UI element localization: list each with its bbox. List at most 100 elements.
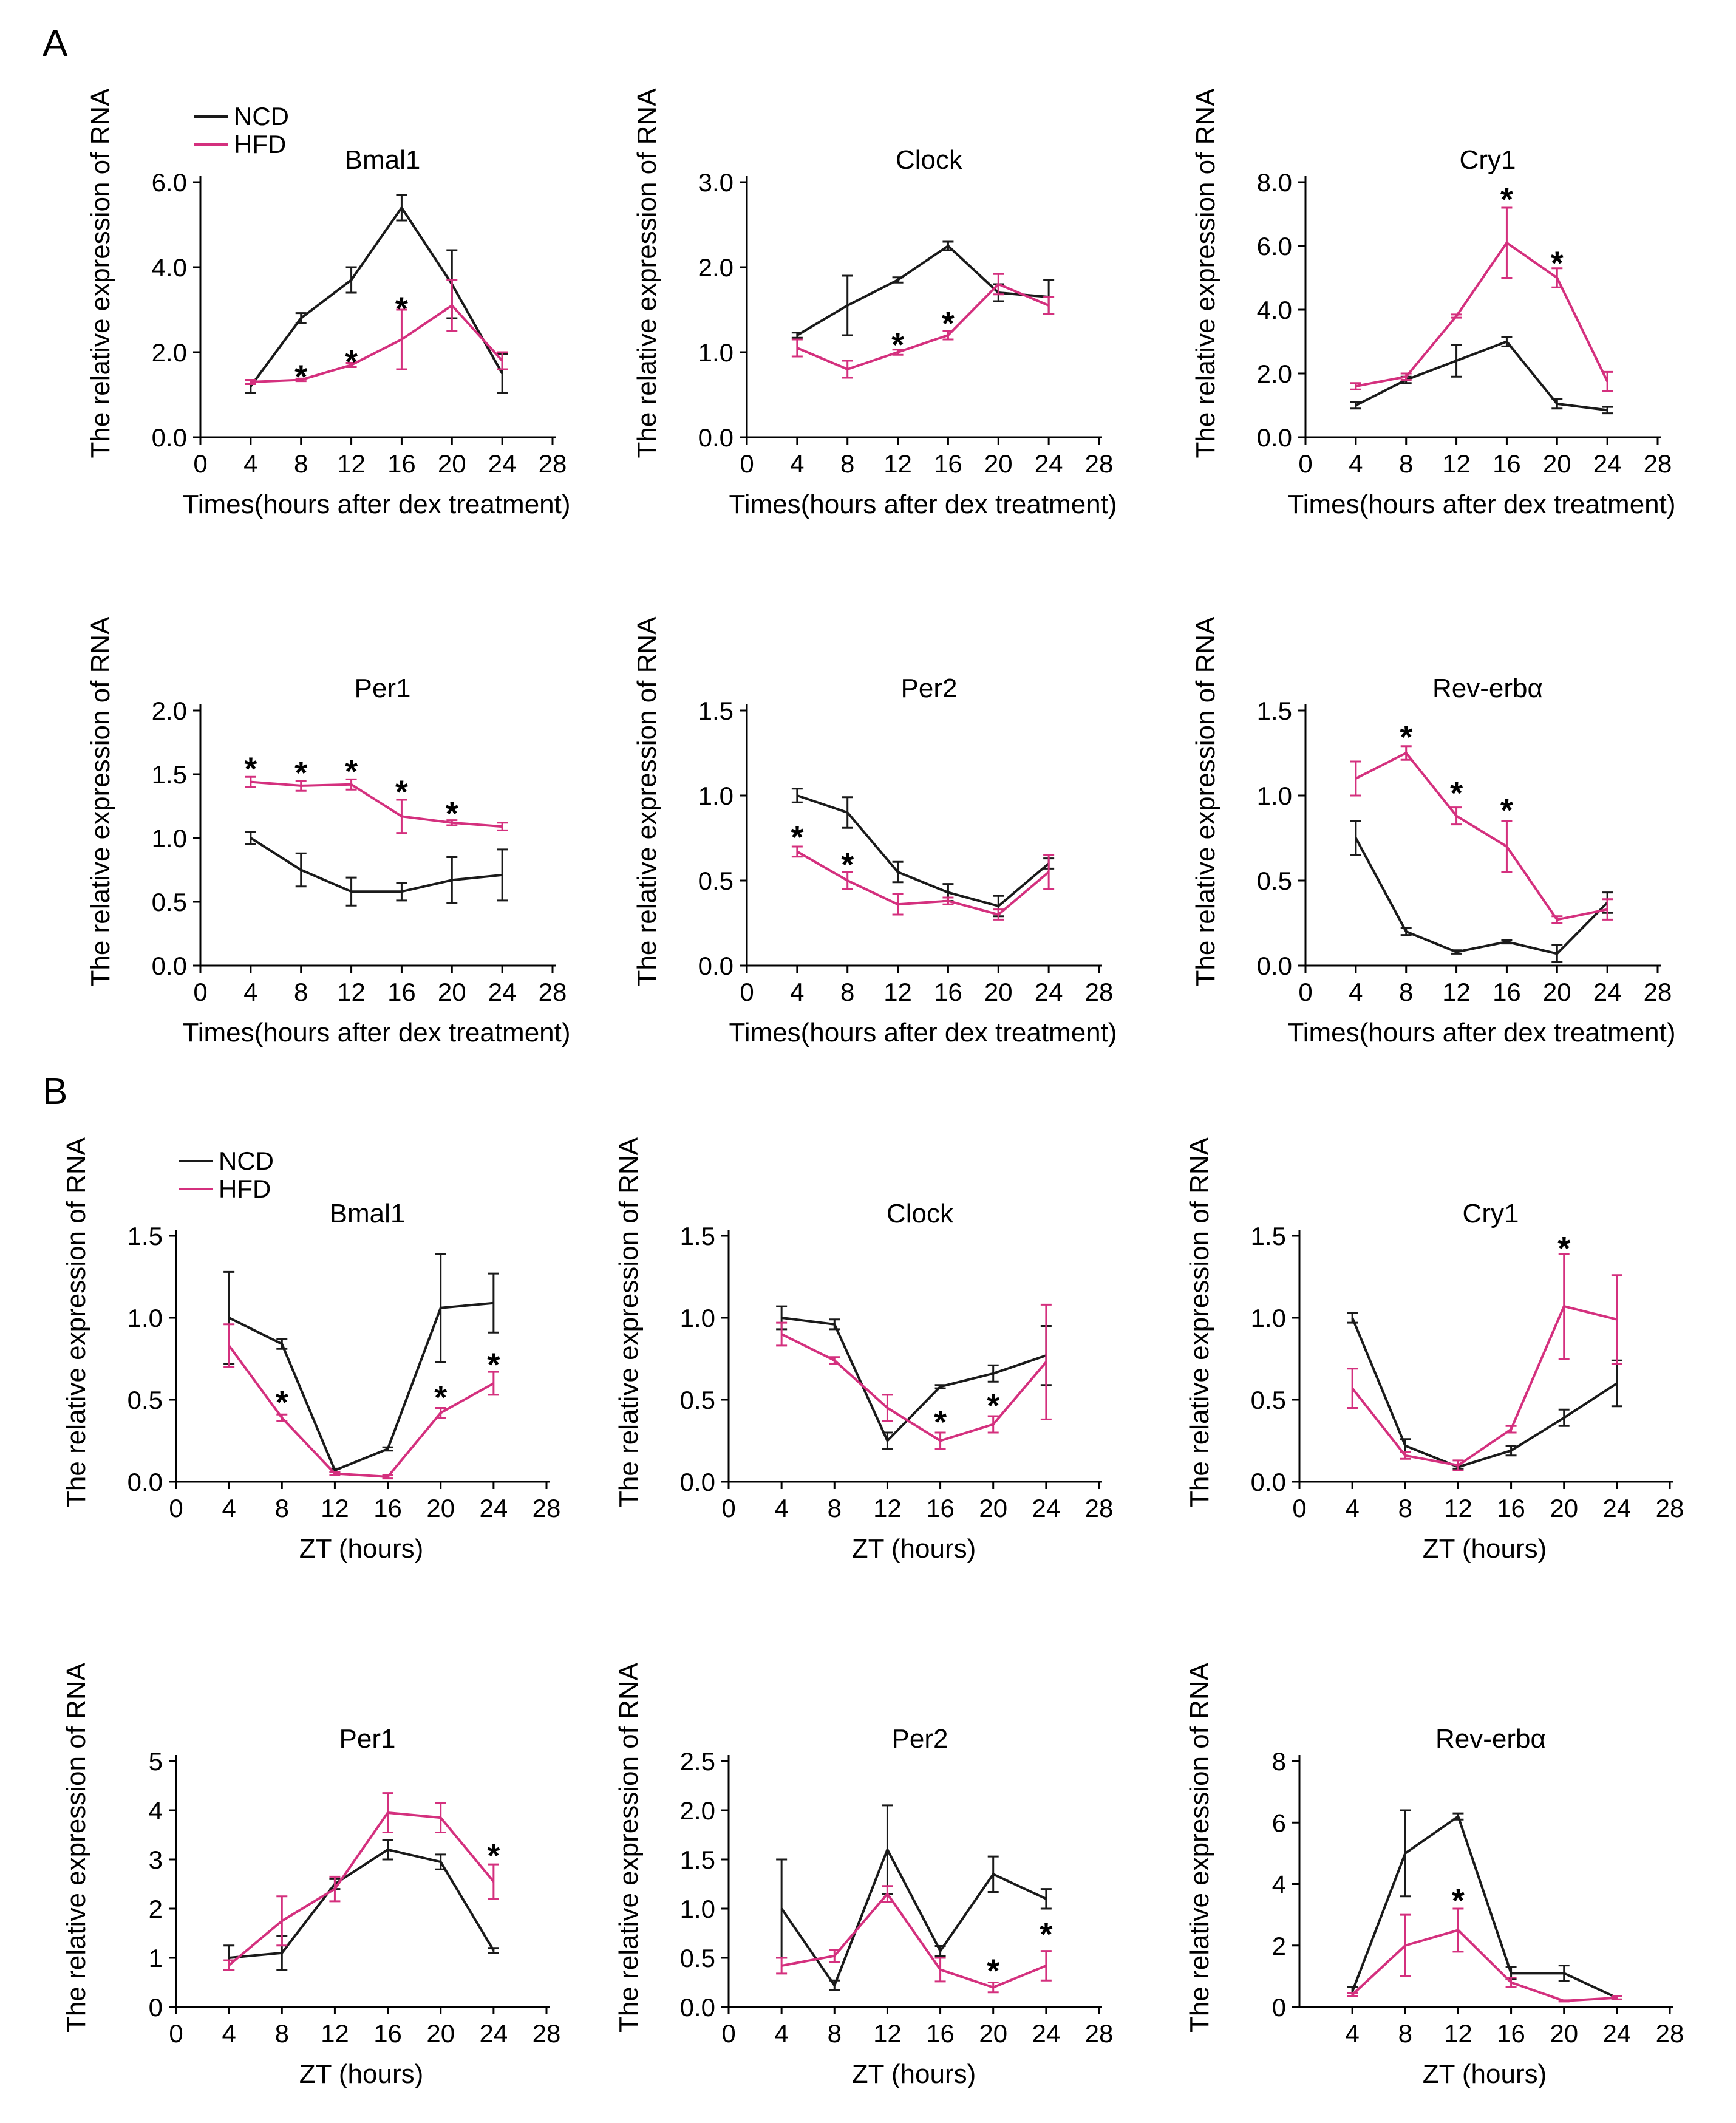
data-point-hfd <box>791 845 803 858</box>
x-tick-label: 12 <box>337 449 366 478</box>
data-point-hfd <box>942 330 954 341</box>
data-point-hfd <box>842 871 853 890</box>
chart-a-bmal1: 0 4 8 12 16 20 24 28 0.0 2.0 4.0 6.0 Bmal1 Times(hour… <box>86 88 571 519</box>
series-line-hfd <box>781 1892 1047 1989</box>
data-point-hfd <box>882 1394 893 1422</box>
x-tick-label: 4 <box>1349 449 1363 478</box>
data-point-hfd <box>396 799 407 834</box>
data-point-ncd <box>1350 820 1361 856</box>
legend-a: NCD HFD <box>194 102 289 158</box>
x-tick-label: 12 <box>873 2019 902 2048</box>
chart-a-per2: 0 4 8 12 16 20 24 28 0.0 0.5 1.0 1.5 Per2 Times(hours… <box>632 616 1117 1048</box>
data-point-hfd <box>1558 1253 1570 1360</box>
x-tick-label: 4 <box>774 1494 788 1522</box>
significance-star: * <box>244 751 257 788</box>
significance-star: * <box>1040 1917 1052 1953</box>
data-point-ncd <box>934 1945 946 1957</box>
chart-b-cry1: 0 4 8 12 16 20 24 28 0.0 0.5 1.0 1.5 Cry1 ZT (hours) T… <box>1185 1137 1684 1564</box>
significance-star: * <box>395 291 408 327</box>
data-point-hfd <box>993 908 1004 921</box>
data-point-ncd <box>295 312 307 324</box>
y-tick-label: 2.0 <box>680 1796 715 1825</box>
x-tick-label: 24 <box>1035 978 1063 1006</box>
data-point-ncd <box>1602 406 1613 415</box>
data-point-ncd <box>776 1858 788 1959</box>
y-tick-label: 5 <box>149 1747 163 1776</box>
x-tick-label: 0 <box>193 449 207 478</box>
data-point-ncd <box>382 1446 393 1452</box>
series-hfd <box>776 1303 1052 1450</box>
y-tick-label: 2.5 <box>680 1747 715 1776</box>
x-tick-label: 24 <box>1035 449 1063 478</box>
y-tick-label: 2.0 <box>1257 360 1292 388</box>
data-point-ncd <box>1040 1888 1052 1910</box>
data-point-hfd <box>435 1407 446 1419</box>
data-point-ncd <box>1501 336 1513 347</box>
x-tick-label: 8 <box>840 978 854 1006</box>
y-tick-label: 0.0 <box>698 952 734 980</box>
y-tick-label: 4 <box>149 1796 163 1825</box>
y-tick-label: 0.5 <box>680 1944 715 1972</box>
x-tick-label: 20 <box>1550 2019 1578 2048</box>
series-line-ncd <box>228 1301 494 1472</box>
data-point-ncd <box>435 1253 446 1363</box>
significance-star: * <box>1450 775 1463 811</box>
x-tick-label: 16 <box>387 449 416 478</box>
y-tick-label: 4 <box>1272 1870 1286 1899</box>
y-tick-label: 0.0 <box>1257 952 1292 980</box>
data-point-hfd <box>245 775 256 788</box>
y-tick-label: 2 <box>149 1895 163 1923</box>
significance-star: * <box>1551 245 1564 281</box>
data-point-hfd <box>791 338 803 358</box>
data-point-hfd <box>245 379 256 385</box>
chart-title: Cry1 <box>1463 1199 1519 1228</box>
series-ncd <box>776 1804 1052 1991</box>
x-tick-label: 4 <box>1345 1494 1359 1522</box>
series-hfd <box>1350 206 1613 392</box>
data-point-hfd <box>1040 1303 1052 1420</box>
x-axis-label: ZT (hours) <box>299 2059 424 2089</box>
data-point-hfd <box>488 1863 499 1900</box>
x-tick-label: 16 <box>373 2019 402 2048</box>
charts-group: 0 4 8 12 16 20 24 280.02.04.06.0Bmal1Times(hour… <box>61 88 1684 2089</box>
significance-star: * <box>345 754 358 790</box>
data-point-ncd <box>1451 949 1462 955</box>
chart-title: Clock <box>896 145 963 175</box>
data-point-ncd <box>345 876 357 907</box>
y-tick-label: 3.0 <box>698 168 734 197</box>
y-tick-label: 1.0 <box>698 338 734 367</box>
significance-star: * <box>1557 1230 1570 1267</box>
x-tick-label: 12 <box>337 978 366 1006</box>
significance-star: * <box>841 847 854 883</box>
series-hfd <box>245 775 508 834</box>
significance-star: * <box>891 327 904 363</box>
legend-label-ncd: NCD <box>234 102 289 131</box>
x-tick-label: 4 <box>243 449 257 478</box>
x-tick-label: 16 <box>373 1494 402 1522</box>
significance-star: * <box>487 1347 500 1383</box>
data-point-hfd <box>295 377 307 383</box>
x-axis-label: Times(hours after dex treatment) <box>1287 1018 1675 1048</box>
data-point-hfd <box>1043 854 1055 890</box>
y-tick-label: 1.0 <box>1257 782 1292 810</box>
significance-star: * <box>942 305 955 342</box>
data-point-hfd <box>1602 370 1613 392</box>
series-line-ncd <box>228 1848 495 1959</box>
y-tick-label: 1.5 <box>128 1222 163 1250</box>
y-tick-label: 0.5 <box>680 1386 715 1414</box>
y-axis-label: The relative expression of RNA <box>1185 1662 1214 2033</box>
y-tick-label: 0.0 <box>152 952 187 980</box>
y-tick-label: 1.0 <box>1251 1304 1286 1332</box>
x-tick-label: 0 <box>740 449 754 478</box>
y-tick-label: 0.0 <box>680 1993 715 2022</box>
data-point-hfd <box>488 1371 499 1396</box>
x-tick-label: 24 <box>1602 2019 1631 2048</box>
y-tick-label: 8 <box>1272 1747 1286 1776</box>
data-point-hfd <box>892 349 904 356</box>
chart-title: Per2 <box>901 673 958 703</box>
x-tick-label: 0 <box>721 2019 735 2048</box>
y-axis-label: The relative expression of RNA <box>614 1137 644 1507</box>
x-tick-label: 0 <box>740 978 754 1006</box>
y-tick-label: 1.0 <box>698 782 734 810</box>
y-tick-label: 0.5 <box>152 888 187 916</box>
